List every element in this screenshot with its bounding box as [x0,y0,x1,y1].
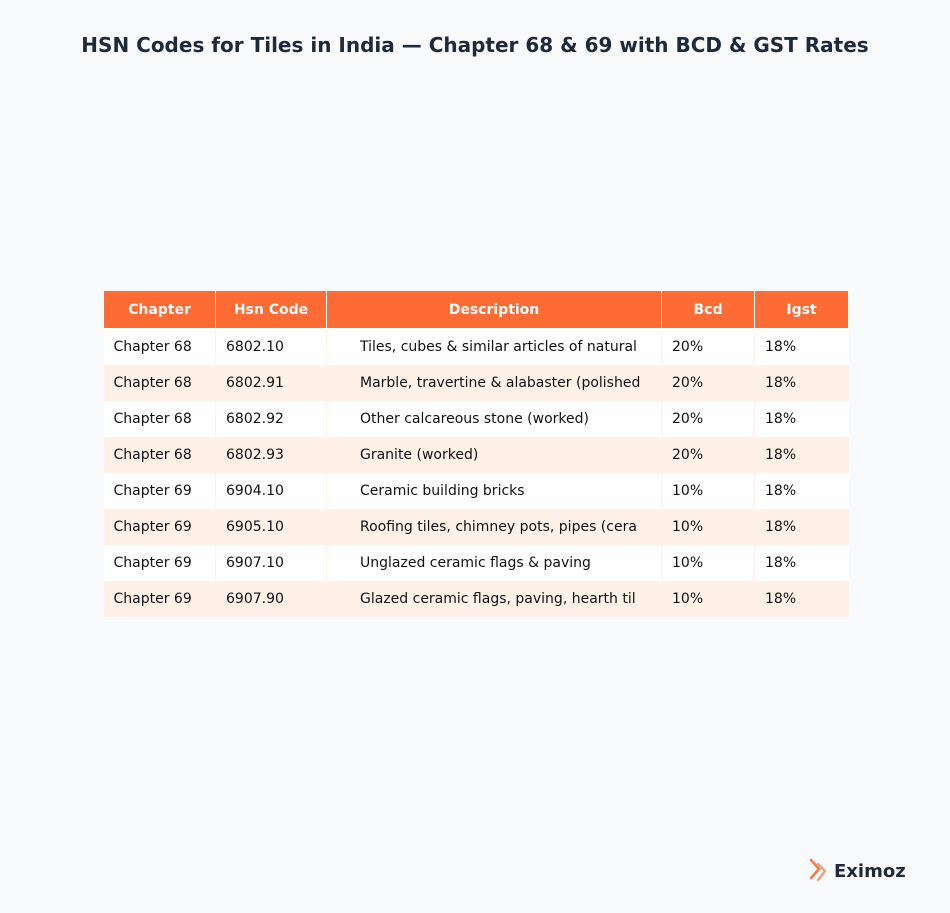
header-bcd: Bcd [661,291,755,329]
header-igst: Igst [754,291,849,329]
cell-description: Granite (worked) [326,437,662,473]
cell-hsn-code: 6802.92 [215,401,327,437]
cell-description: Tiles, cubes & similar articles of natur… [326,328,662,365]
header-chapter: Chapter [103,291,216,329]
page-title: HSN Codes for Tiles in India — Chapter 6… [81,33,869,57]
cell-igst: 18% [754,545,849,581]
cell-chapter: Chapter 69 [103,581,216,617]
brand-name: Eximoz [834,860,906,882]
cell-igst: 18% [754,509,849,545]
table-row: Chapter 69 6904.10 Ceramic building bric… [103,473,849,509]
cell-igst: 18% [754,328,849,365]
cell-bcd: 10% [661,581,755,617]
cell-chapter: Chapter 69 [103,509,216,545]
eximoz-logo-icon [809,858,827,882]
cell-igst: 18% [754,437,849,473]
table-row: Chapter 68 6802.92 Other calcareous ston… [103,401,849,437]
cell-igst: 18% [754,365,849,401]
cell-description: Marble, travertine & alabaster (polished [326,365,662,401]
header-hsn-code: Hsn Code [215,291,327,329]
cell-description: Glazed ceramic flags, paving, hearth til [326,581,662,617]
cell-hsn-code: 6802.10 [215,328,327,365]
cell-bcd: 20% [661,365,755,401]
cell-igst: 18% [754,401,849,437]
cell-bcd: 10% [661,473,755,509]
table-row: Chapter 68 6802.93 Granite (worked) 20% … [103,437,849,473]
brand-logo: Eximoz [808,858,906,884]
hsn-table: Chapter Hsn Code Description Bcd Igst Ch… [103,291,849,617]
cell-description: Other calcareous stone (worked) [326,401,662,437]
cell-chapter: Chapter 68 [103,328,216,365]
table-row: Chapter 68 6802.91 Marble, travertine & … [103,365,849,401]
cell-bcd: 20% [661,437,755,473]
cell-description: Ceramic building bricks [326,473,662,509]
cell-hsn-code: 6802.91 [215,365,327,401]
cell-chapter: Chapter 69 [103,545,216,581]
cell-chapter: Chapter 68 [103,401,216,437]
cell-chapter: Chapter 68 [103,365,216,401]
cell-hsn-code: 6904.10 [215,473,327,509]
cell-description: Roofing tiles, chimney pots, pipes (cera [326,509,662,545]
cell-bcd: 20% [661,401,755,437]
table-row: Chapter 69 6907.10 Unglazed ceramic flag… [103,545,849,581]
cell-chapter: Chapter 68 [103,437,216,473]
cell-description: Unglazed ceramic flags & paving [326,545,662,581]
cell-bcd: 10% [661,545,755,581]
table-row: Chapter 69 6907.90 Glazed ceramic flags,… [103,581,849,617]
cell-hsn-code: 6907.90 [215,581,327,617]
cell-hsn-code: 6802.93 [215,437,327,473]
table-header-row: Chapter Hsn Code Description Bcd Igst [103,291,849,329]
header-description: Description [326,291,662,329]
cell-bcd: 10% [661,509,755,545]
table-row: Chapter 69 6905.10 Roofing tiles, chimne… [103,509,849,545]
cell-igst: 18% [754,581,849,617]
cell-bcd: 20% [661,328,755,365]
cell-hsn-code: 6905.10 [215,509,327,545]
table-row: Chapter 68 6802.10 Tiles, cubes & simila… [103,328,849,365]
cell-igst: 18% [754,473,849,509]
cell-hsn-code: 6907.10 [215,545,327,581]
cell-chapter: Chapter 69 [103,473,216,509]
